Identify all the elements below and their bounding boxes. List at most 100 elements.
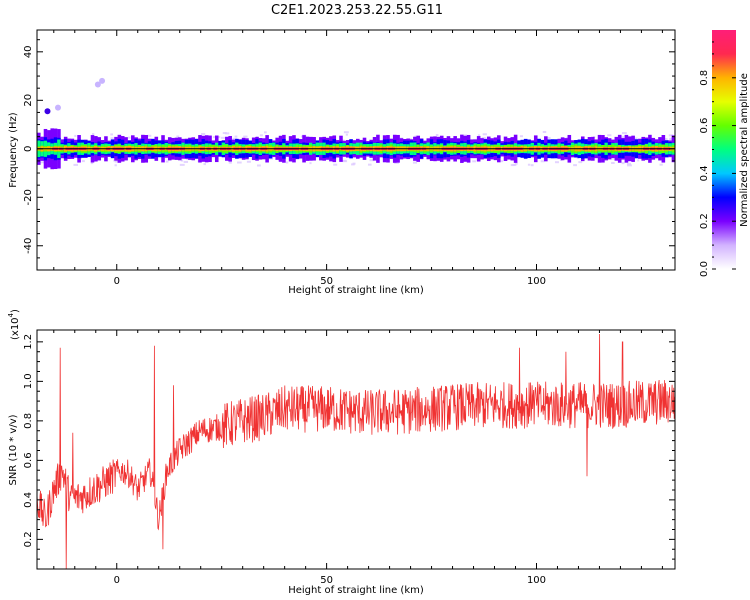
spectrogram-speckle — [222, 132, 227, 135]
spectrogram-speckle — [607, 134, 612, 137]
svg-text:(x104): (x104) — [7, 309, 21, 340]
y-tick-label: 1.0 — [23, 373, 34, 389]
spectrogram-speckle — [309, 162, 312, 165]
spectrogram-speckle — [212, 136, 216, 139]
snr-y-scale-exponent: 4 — [7, 312, 15, 317]
snr-ticks: 0 50 100 0.2 0.4 0.6 0.8 1.0 1.2 — [23, 330, 675, 586]
figure-title: C2E1.2023.253.22.55.G11 — [271, 3, 443, 18]
spectrogram-speckle — [228, 161, 232, 164]
spectrogram-speckle — [626, 162, 631, 165]
spectrogram-speckle — [165, 160, 169, 163]
colorbar-gradient — [712, 30, 736, 269]
spectrogram-cell — [675, 145, 679, 152]
x-tick-label: 0 — [114, 575, 120, 586]
spectrogram-speckle — [609, 157, 615, 160]
spectrogram-feature — [99, 77, 106, 84]
y-tick-label: -20 — [23, 189, 34, 205]
spectrogram-speckle — [481, 136, 486, 139]
spectrogram-speckle — [547, 137, 551, 140]
spectrogram-speckle — [540, 160, 545, 163]
spectrogram-speckle — [90, 162, 94, 165]
spectrogram-speckle — [92, 133, 95, 136]
spectrogram-speckle — [634, 137, 638, 140]
colorbar-label: Normalized spectral amplitude — [739, 73, 750, 227]
spectrogram-speckle — [237, 161, 242, 164]
spectrogram-cell — [675, 144, 679, 154]
spectrogram-speckle — [394, 161, 399, 164]
spectrogram-speckle — [573, 164, 577, 167]
spectrogram-ticks: 0 50 100 -40 -20 0 20 40 — [23, 30, 675, 287]
spectrogram-speckle — [285, 161, 289, 164]
x-tick-label: 100 — [527, 276, 546, 287]
spectrogram-speckle — [412, 161, 418, 164]
spectrogram-speckle — [232, 137, 238, 140]
spectrogram-speckle — [333, 163, 338, 166]
spectrogram-speckle — [482, 133, 487, 136]
x-tick-label: 50 — [320, 276, 333, 287]
spectrogram-speckle — [637, 159, 640, 162]
spectrogram-speckle — [668, 134, 674, 137]
spectrogram-speckle — [619, 136, 625, 139]
snr-series-line — [37, 333, 675, 569]
spectrogram-speckle — [501, 160, 504, 163]
y-tick-label: 0.2 — [23, 531, 34, 547]
spectrogram-speckle — [243, 135, 248, 138]
spectrogram-speckle — [180, 159, 184, 162]
spectrogram-speckle — [527, 163, 531, 166]
y-tick-label: 0 — [23, 146, 34, 152]
spectrogram-speckle — [269, 157, 273, 160]
y-tick-label: 40 — [23, 45, 34, 58]
x-tick-label: 50 — [320, 575, 333, 586]
spectrogram-speckle — [472, 160, 476, 163]
spectrogram-feature — [94, 81, 101, 88]
spectrogram-speckle — [578, 161, 583, 164]
spectrogram-speckle — [367, 163, 372, 166]
spectrogram-speckle — [147, 134, 152, 137]
spectrogram-speckle — [220, 136, 226, 139]
spectrogram-speckle — [201, 132, 206, 135]
spectrogram-speckle — [110, 133, 113, 136]
spectrogram-speckle — [369, 159, 375, 162]
spectrogram-speckle — [225, 132, 230, 135]
colorbar-tick-label: 0.8 — [699, 70, 710, 86]
spectrogram-speckle — [340, 139, 345, 142]
spectrogram-speckle — [659, 163, 663, 166]
y-tick-label: 0.4 — [23, 492, 34, 508]
spectrogram-speckle — [477, 134, 481, 137]
spectrogram-speckle — [464, 134, 467, 137]
spectrogram-speckle — [510, 164, 516, 167]
spectrogram-speckle — [110, 137, 114, 140]
snr-plot-area — [37, 330, 675, 569]
spectrogram-speckle — [257, 164, 261, 167]
spectrogram-speckle — [234, 135, 238, 138]
y-tick-label: 0.6 — [23, 452, 34, 468]
spectrogram-speckle — [39, 161, 45, 164]
y-tick-label: -40 — [23, 238, 34, 254]
spectrogram-speckle — [176, 135, 180, 138]
colorbar-ticks: 0.0 0.2 0.4 0.6 0.8 — [699, 41, 736, 277]
y-tick-label: 1.2 — [23, 334, 34, 350]
y-tick-label: 0.8 — [23, 413, 34, 429]
spectrogram-speckle — [611, 161, 615, 164]
spectrogram-panel: 0 50 100 -40 -20 0 20 40 Height of straight lin… — [8, 29, 679, 296]
snr-y-scale-close: ) — [10, 309, 21, 313]
spectrogram-speckle — [530, 164, 534, 167]
spectrogram-speckle — [351, 163, 355, 166]
spectrogram-speckle — [264, 131, 267, 134]
spectrogram-speckle — [519, 135, 523, 138]
spectrogram-speckle — [627, 164, 632, 167]
spectrogram-speckle — [217, 136, 221, 139]
snr-x-label: Height of straight line (km) — [288, 585, 424, 596]
x-tick-label: 0 — [114, 276, 120, 287]
spectrogram-speckle — [342, 159, 347, 162]
spectrogram-speckle — [576, 157, 580, 160]
snr-y-scale: (x104) — [7, 309, 21, 340]
colorbar-tick-label: 0.0 — [699, 261, 710, 277]
spectrogram-speckle — [246, 160, 251, 163]
spectrogram-speckle — [203, 163, 206, 166]
spectrogram-speckle — [128, 136, 131, 139]
colorbar-tick-label: 0.4 — [699, 165, 710, 181]
spectrogram-speckle — [621, 162, 625, 165]
spectrogram-speckle — [183, 160, 189, 163]
